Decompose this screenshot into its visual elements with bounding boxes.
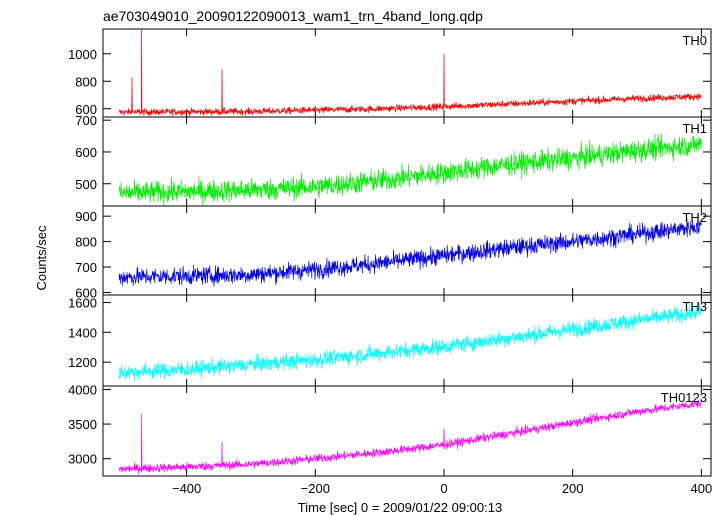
y-tick-label: 500	[75, 177, 97, 192]
panel-frame	[102, 28, 712, 118]
series-line-th1	[118, 133, 702, 206]
x-tick-label: 0	[440, 481, 447, 496]
y-tick-label: 600	[75, 285, 97, 300]
series-line-th0123	[118, 398, 702, 475]
x-tick-label: 200	[562, 481, 584, 496]
y-tick-label: 3000	[68, 452, 97, 467]
x-axis: −400 −200 0 200 400	[172, 481, 712, 496]
panel-th3: 1200 1400 1600 TH3	[68, 294, 712, 387]
panel-frame	[102, 205, 712, 296]
series-line-th0	[118, 29, 702, 117]
series-line-th3	[118, 302, 702, 382]
y-tick-label: 800	[75, 74, 97, 89]
y-tick-label: 1400	[68, 325, 97, 340]
y-tick-label: 3500	[68, 417, 97, 432]
y-tick-label: 1600	[68, 295, 97, 310]
panel-label: TH0123	[661, 390, 707, 405]
panel-label: TH0	[682, 33, 707, 48]
series-line-th2	[118, 218, 702, 287]
y-tick-label: 600	[75, 145, 97, 160]
panel-label: TH2	[682, 210, 707, 225]
y-tick-label: 1200	[68, 355, 97, 370]
x-tick-label: −200	[301, 481, 330, 496]
y-tick-label: 1000	[68, 47, 97, 62]
panel-label: TH1	[682, 121, 707, 136]
chart-title: ae703049010_20090122090013_wam1_trn_4ban…	[103, 8, 483, 24]
panel-th0: 600 800 1000 TH0	[68, 28, 712, 118]
panel-th1: 500 600 700 TH1	[75, 113, 712, 207]
panel-th2: 600 700 800 900 TH2	[75, 205, 712, 300]
panel-frame	[102, 385, 712, 477]
y-tick-label: 600	[75, 102, 97, 117]
x-tick-label: −400	[172, 481, 201, 496]
panel-th0123: 3000 3500 4000 TH0123	[68, 382, 712, 477]
x-axis-label: Time [sec] 0 = 2009/01/22 09:00:13	[298, 500, 502, 515]
y-tick-label: 800	[75, 235, 97, 250]
y-tick-label: 4000	[68, 382, 97, 397]
x-tick-label: 400	[690, 481, 712, 496]
y-tick-label: 900	[75, 209, 97, 224]
y-axis-label: Counts/sec	[34, 225, 49, 291]
y-tick-label: 700	[75, 113, 97, 128]
panel-frame	[102, 294, 712, 387]
panel-label: TH3	[682, 299, 707, 314]
y-tick-label: 700	[75, 260, 97, 275]
